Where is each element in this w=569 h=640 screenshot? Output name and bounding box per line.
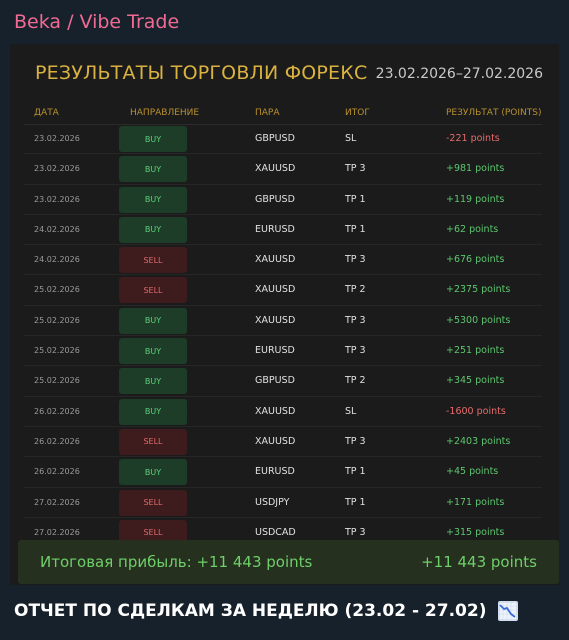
- trade-result: +345 points: [446, 375, 505, 387]
- direction-badge: SELL: [119, 277, 187, 304]
- column-direction: НАПРАВЛЕНИЕ: [130, 108, 200, 118]
- trade-date: 23.02.2026: [34, 134, 80, 143]
- trade-result: +62 points: [446, 223, 499, 235]
- trade-date: 26.02.2026: [34, 406, 80, 416]
- direction-badge: BUY: [119, 126, 187, 152]
- trade-date: 26.02.2026: [34, 467, 80, 477]
- trade-result: +171 points: [446, 496, 505, 508]
- direction-badge: BUY: [119, 459, 187, 486]
- trade-date: 25.02.2026: [34, 376, 80, 386]
- table-row: 25.02.2026 BUY GBPUSD TP 2 +345 points: [24, 366, 542, 397]
- trade-pair: XAUUSD: [255, 314, 296, 326]
- trade-date: 25.02.2026: [34, 315, 80, 325]
- channel-name[interactable]: Beka / Vibe Trade: [14, 11, 180, 33]
- table-row: 24.02.2026 BUY EURUSD TP 1 +62 points: [24, 215, 542, 246]
- report-title: РЕЗУЛЬТАТЫ ТОРГОВЛИ ФОРЕКС: [35, 62, 368, 84]
- trade-outcome: TP 3: [345, 435, 366, 447]
- trade-result: +676 points: [446, 254, 505, 266]
- trade-outcome: SL: [345, 405, 357, 417]
- trade-pair: GBPUSD: [255, 133, 295, 144]
- table-row: 25.02.2026 BUY EURUSD TP 3 +251 points: [24, 336, 542, 367]
- total-profit-bar: Итоговая прибыль: +11 443 points +11 443…: [18, 540, 559, 584]
- direction-badge: BUY: [119, 307, 187, 334]
- trade-pair: EURUSD: [255, 466, 295, 478]
- trade-pair: USDJPY: [255, 496, 290, 508]
- direction-badge: BUY: [119, 338, 187, 365]
- trade-outcome: TP 2: [345, 284, 366, 296]
- table-row: 27.02.2026 SELL USDJPY TP 1 +171 points: [24, 488, 542, 518]
- table-row: 24.02.2026 SELL XAUUSD TP 3 +676 points: [24, 245, 542, 276]
- table-row: 23.02.2026 BUY GBPUSD TP 1 +119 points: [24, 185, 542, 215]
- trade-outcome: TP 3: [345, 163, 366, 175]
- table-row: 23.02.2026 BUY XAUUSD TP 3 +981 points: [24, 154, 542, 185]
- trade-pair: USDCAD: [255, 526, 296, 538]
- trade-result: +119 points: [446, 193, 505, 205]
- table-header: ДАТА НАПРАВЛЕНИЕ ПАРА ИТОГ РЕЗУЛЬТАТ (PO…: [24, 100, 542, 125]
- trade-date: 25.02.2026: [34, 346, 80, 356]
- column-date: ДАТА: [34, 108, 59, 118]
- total-profit-value: +11 443 points: [421, 553, 537, 571]
- trade-outcome: TP 1: [345, 193, 366, 205]
- trade-result: +45 points: [446, 466, 499, 478]
- table-row: 25.02.2026 BUY XAUUSD TP 3 +5300 points: [24, 306, 542, 337]
- column-result: РЕЗУЛЬТАТ (POINTS): [446, 108, 542, 118]
- trade-outcome: TP 3: [345, 314, 366, 326]
- trade-date: 24.02.2026: [34, 224, 80, 234]
- direction-badge: BUY: [119, 368, 187, 395]
- trade-date: 27.02.2026: [34, 527, 80, 537]
- trade-result: -221 points: [446, 133, 500, 144]
- direction-badge: SELL: [119, 247, 187, 274]
- trade-outcome: TP 2: [345, 375, 366, 387]
- trade-outcome: TP 3: [345, 345, 366, 357]
- column-outcome: ИТОГ: [345, 108, 370, 118]
- trade-outcome: TP 1: [345, 466, 366, 478]
- direction-badge: BUY: [119, 186, 187, 213]
- direction-badge: BUY: [119, 216, 187, 243]
- trade-pair: XAUUSD: [255, 405, 296, 417]
- trade-date: 24.02.2026: [34, 255, 80, 265]
- trade-result: +5300 points: [446, 314, 511, 326]
- column-pair: ПАРА: [255, 108, 280, 118]
- trade-table: 23.02.2026 BUY GBPUSD SL -221 points 23.02.20…: [24, 124, 542, 549]
- trade-pair: GBPUSD: [255, 375, 295, 387]
- trade-outcome: TP 3: [345, 254, 366, 266]
- direction-badge: SELL: [119, 489, 187, 516]
- trade-result: +2375 points: [446, 284, 511, 296]
- trade-outcome: TP 1: [345, 496, 366, 508]
- direction-badge: BUY: [119, 398, 187, 425]
- report-image[interactable]: РЕЗУЛЬТАТЫ ТОРГОВЛИ ФОРЕКС 23.02.2026–27…: [10, 44, 559, 585]
- direction-badge: SELL: [119, 428, 187, 455]
- direction-badge: BUY: [119, 156, 187, 183]
- message-caption: ОТЧЕТ ПО СДЕЛКАМ ЗА НЕДЕЛЮ (23.02 - 27.0…: [14, 601, 519, 621]
- table-row: 26.02.2026 BUY EURUSD TP 1 +45 points: [24, 457, 542, 488]
- report-dates: 23.02.2026–27.02.2026: [375, 66, 543, 82]
- trade-result: -1600 points: [446, 405, 506, 417]
- table-row: 26.02.2026 SELL XAUUSD TP 3 +2403 points: [24, 427, 542, 458]
- table-row: 23.02.2026 BUY GBPUSD SL -221 points: [24, 124, 542, 155]
- trade-pair: XAUUSD: [255, 435, 296, 447]
- trade-pair: EURUSD: [255, 345, 295, 357]
- trade-date: 23.02.2026: [34, 194, 80, 204]
- trade-result: +2403 points: [446, 435, 511, 447]
- trade-pair: GBPUSD: [255, 193, 295, 205]
- trade-date: 26.02.2026: [34, 436, 80, 446]
- trade-outcome: TP 1: [345, 223, 366, 235]
- total-profit-label: Итоговая прибыль: +11 443 points: [40, 553, 313, 571]
- trade-pair: XAUUSD: [255, 254, 296, 266]
- trade-result: +251 points: [446, 345, 505, 357]
- table-row: 26.02.2026 BUY XAUUSD SL -1600 points: [24, 397, 542, 427]
- trade-outcome: TP 3: [345, 526, 366, 538]
- chart-decreasing-icon: [498, 601, 519, 621]
- trade-outcome: SL: [345, 133, 357, 144]
- caption-text: ОТЧЕТ ПО СДЕЛКАМ ЗА НЕДЕЛЮ (23.02 - 27.0…: [14, 601, 487, 621]
- table-row: 25.02.2026 SELL XAUUSD TP 2 +2375 points: [24, 275, 542, 306]
- trade-date: 23.02.2026: [34, 164, 80, 174]
- trade-result: +315 points: [446, 526, 505, 538]
- trade-date: 25.02.2026: [34, 285, 80, 295]
- trade-result: +981 points: [446, 163, 505, 175]
- trade-date: 27.02.2026: [34, 497, 80, 507]
- trade-pair: EURUSD: [255, 223, 295, 235]
- trade-pair: XAUUSD: [255, 163, 296, 175]
- trade-pair: XAUUSD: [255, 284, 296, 296]
